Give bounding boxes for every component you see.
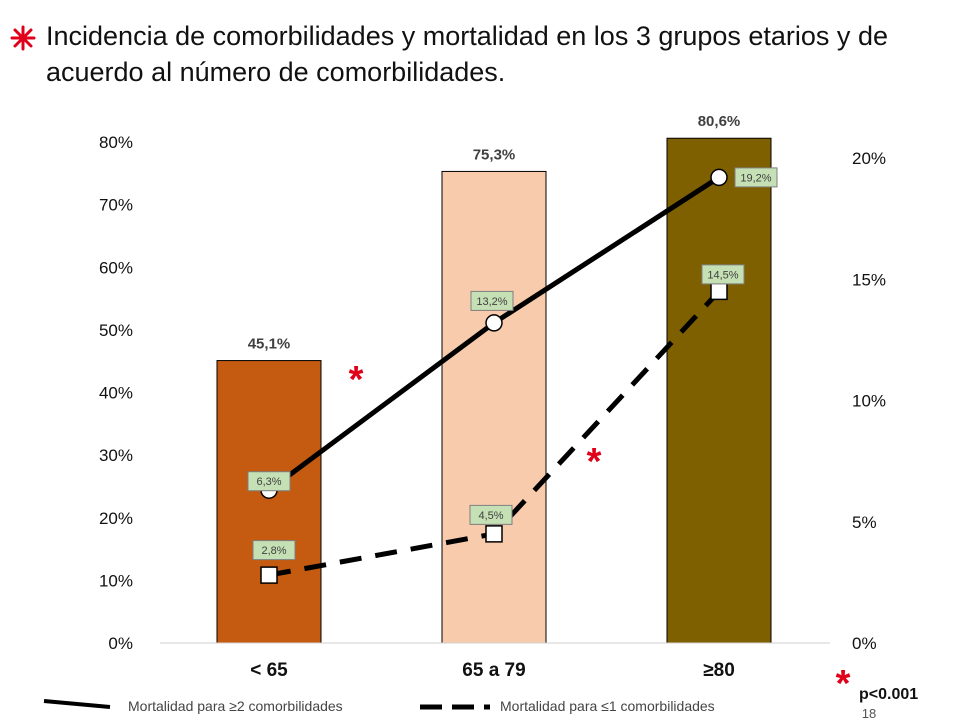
y-tick-label: 10% — [99, 571, 133, 590]
y2-tick-label: 15% — [852, 270, 886, 289]
bar — [666, 137, 772, 644]
y-tick-label: 40% — [99, 384, 133, 403]
data-label: 14,5% — [707, 269, 738, 281]
legend-line-solid — [43, 699, 111, 709]
significance-note-asterisk: * — [836, 663, 851, 705]
bar — [216, 360, 322, 644]
x-tick-label: < 65 — [250, 660, 288, 681]
x-tick-label: ≥80 — [703, 660, 735, 681]
data-label-box — [247, 471, 291, 492]
bar-value-label: 75,3% — [473, 146, 516, 163]
legend-label: Mortalidad para ≤1 comorbilidades — [500, 698, 715, 714]
data-label-box — [734, 167, 778, 188]
y2-tick-label: 20% — [852, 149, 886, 168]
series-point-square — [485, 525, 503, 543]
y2-tick-label: 5% — [852, 513, 877, 532]
data-label-box — [470, 290, 514, 311]
significance-asterisk: * — [587, 441, 602, 483]
y2-tick-label: 0% — [852, 634, 877, 653]
y-tick-label: 30% — [99, 446, 133, 465]
page-number: 18 — [862, 706, 876, 720]
y-tick-label: 70% — [99, 196, 133, 215]
significance-note: p<0.001 — [859, 686, 918, 703]
y-tick-label: 20% — [99, 509, 133, 528]
data-label: 2,8% — [261, 545, 286, 557]
series-point-circle — [710, 168, 728, 187]
series-point-square — [710, 282, 728, 301]
data-label-box — [701, 264, 745, 285]
bar-value-label: 80,6% — [698, 113, 741, 130]
y-tick-label: 80% — [99, 133, 133, 152]
x-tick-label: 65 a 79 — [462, 660, 525, 681]
slide-title: Incidencia de comorbilidades y mortalida… — [46, 21, 888, 87]
y-tick-label: 60% — [99, 258, 133, 277]
data-label: 4,5% — [478, 510, 503, 522]
bar-value-label: 45,1% — [248, 336, 291, 353]
bar — [441, 170, 547, 644]
data-label: 6,3% — [256, 476, 281, 488]
data-label: 13,2% — [476, 296, 507, 308]
y-tick-label: 50% — [99, 321, 133, 340]
series-point-circle — [485, 314, 503, 332]
legend-label: Mortalidad para ≥2 comorbilidades — [128, 698, 343, 714]
data-label-box — [469, 504, 513, 525]
y2-tick-label: 10% — [852, 392, 886, 411]
data-label-box — [252, 540, 296, 561]
asterisk-icon — [10, 25, 36, 51]
data-label: 19,2% — [740, 172, 771, 184]
series-point-square — [260, 566, 278, 584]
y-tick-label: 0% — [108, 634, 133, 653]
significance-asterisk: * — [349, 359, 364, 401]
